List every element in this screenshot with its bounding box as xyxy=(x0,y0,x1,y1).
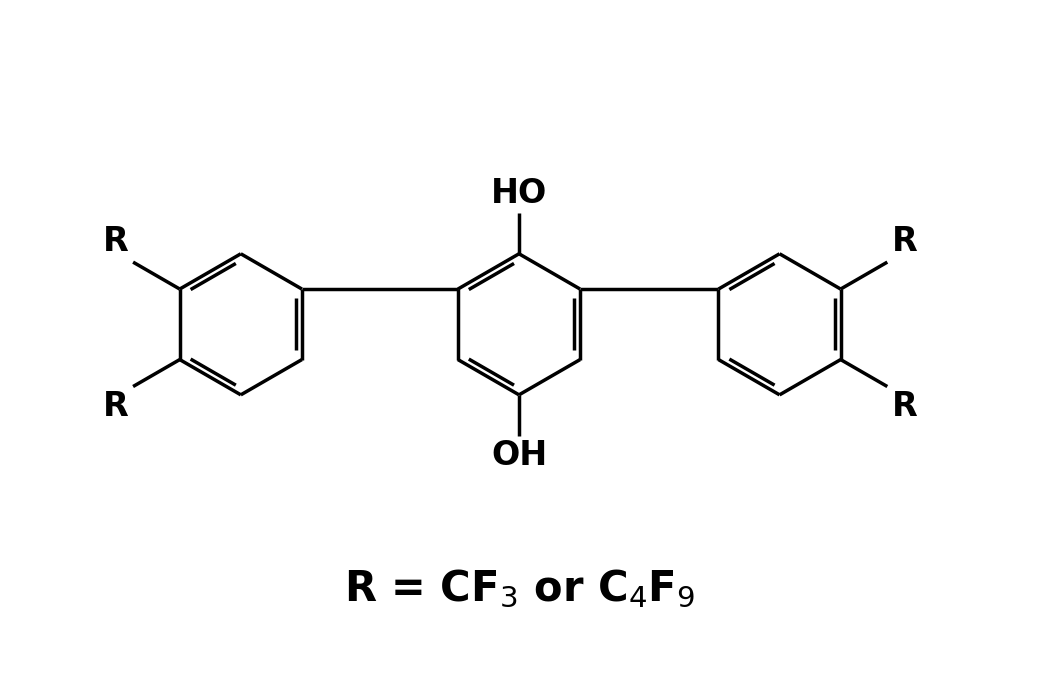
Text: R = CF$_3$ or C$_4$F$_9$: R = CF$_3$ or C$_4$F$_9$ xyxy=(344,568,695,610)
Text: R: R xyxy=(103,390,128,424)
Text: HO: HO xyxy=(490,177,548,210)
Text: R: R xyxy=(893,225,917,258)
Text: R: R xyxy=(893,390,917,424)
Text: R: R xyxy=(103,225,128,258)
Text: OH: OH xyxy=(490,439,548,472)
